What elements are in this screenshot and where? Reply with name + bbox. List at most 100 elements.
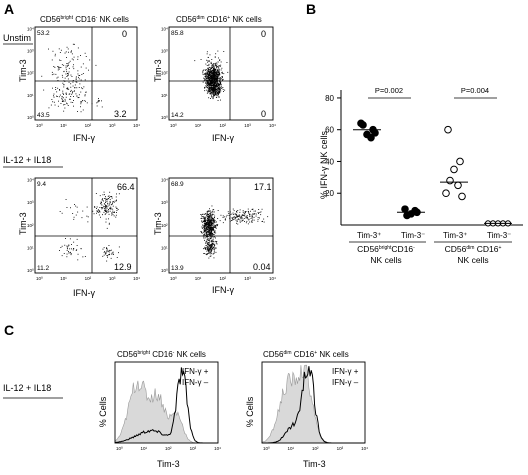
event-dot <box>210 71 211 73</box>
event-dot <box>73 43 75 45</box>
event-dot <box>215 78 217 80</box>
event-dot <box>206 224 208 225</box>
event-dot <box>215 226 216 228</box>
data-point <box>454 181 462 190</box>
event-dot <box>208 228 210 230</box>
event-dot <box>210 87 212 89</box>
event-dot <box>214 92 216 94</box>
event-dot <box>216 71 218 73</box>
event-dot <box>67 105 69 106</box>
event-dot <box>223 216 225 218</box>
event-dot <box>209 72 211 74</box>
event-dot <box>210 246 211 248</box>
event-dot <box>207 76 209 77</box>
event-dot <box>103 252 105 254</box>
event-dot <box>207 69 209 71</box>
event-dot <box>208 89 210 91</box>
event-dot <box>93 213 95 215</box>
event-dot <box>209 237 211 239</box>
event-dot <box>105 202 106 203</box>
event-dot <box>208 240 210 241</box>
event-dot <box>107 256 108 258</box>
event-dot <box>242 219 244 221</box>
tick-label: 10¹ <box>161 245 168 250</box>
tick-label: 10³ <box>161 200 168 205</box>
event-dot <box>208 251 209 253</box>
event-dot <box>211 228 213 229</box>
event-dot <box>214 226 216 227</box>
quadrant-br-value: 0 <box>261 109 266 119</box>
event-dot <box>62 90 64 92</box>
event-dot <box>109 199 111 201</box>
event-dot <box>82 63 84 65</box>
event-dot <box>217 210 219 211</box>
event-dot <box>207 227 209 228</box>
event-dot <box>105 209 106 211</box>
condition-unstim-label: Unstim <box>3 33 31 43</box>
event-dot <box>220 87 222 89</box>
event-dot <box>213 253 215 254</box>
event-dot <box>212 69 214 71</box>
axis-label-x: IFN-γ <box>73 133 95 143</box>
tick-label: 10⁰ <box>161 268 168 273</box>
event-dot <box>63 80 65 82</box>
event-dot <box>206 222 207 223</box>
event-dot <box>216 93 218 95</box>
event-dot <box>206 215 208 216</box>
event-dot <box>216 70 218 71</box>
event-dot <box>211 230 213 232</box>
data-point <box>444 125 452 134</box>
event-dot <box>204 78 206 79</box>
event-dot <box>217 73 219 75</box>
event-dot <box>101 202 102 203</box>
data-point <box>359 121 367 129</box>
event-dot <box>207 75 209 77</box>
event-dot <box>102 248 104 250</box>
event-dot <box>212 72 214 73</box>
event-dot <box>208 83 210 85</box>
event-dot <box>109 204 110 206</box>
event-dot <box>209 78 211 80</box>
event-dot <box>212 98 214 100</box>
event-dot <box>259 217 260 219</box>
event-dot <box>77 111 78 112</box>
event-dot <box>209 93 211 95</box>
event-dot <box>249 214 251 216</box>
event-dot <box>203 221 205 223</box>
event-dot <box>211 82 213 84</box>
event-dot <box>207 224 209 226</box>
event-dot <box>204 226 206 228</box>
event-dot <box>209 225 211 227</box>
event-dot <box>108 245 110 246</box>
event-dot <box>218 85 220 86</box>
tick-label: 10² <box>165 446 172 451</box>
event-dot <box>208 214 210 215</box>
event-dot <box>216 77 218 78</box>
event-dot <box>63 86 65 88</box>
event-dot <box>71 244 72 245</box>
event-dot <box>72 213 74 214</box>
event-dot <box>205 231 207 233</box>
event-dot <box>211 240 213 242</box>
event-dot <box>213 257 215 259</box>
event-dot <box>116 212 117 213</box>
event-dot <box>201 220 203 222</box>
event-dot <box>59 89 60 90</box>
event-dot <box>212 69 214 71</box>
event-dot <box>65 51 67 53</box>
event-dot <box>212 238 214 240</box>
event-dot <box>59 94 61 96</box>
event-dot <box>105 196 106 198</box>
event-dot <box>239 216 241 218</box>
event-dot <box>83 86 85 88</box>
event-dot <box>51 59 53 61</box>
event-dot <box>215 73 217 75</box>
event-dot <box>111 214 113 216</box>
event-dot <box>213 83 215 85</box>
event-dot <box>219 90 220 92</box>
event-dot <box>107 203 109 205</box>
event-dot <box>217 86 219 88</box>
event-dot <box>211 83 213 84</box>
event-dot <box>76 95 78 97</box>
event-dot <box>64 244 66 246</box>
